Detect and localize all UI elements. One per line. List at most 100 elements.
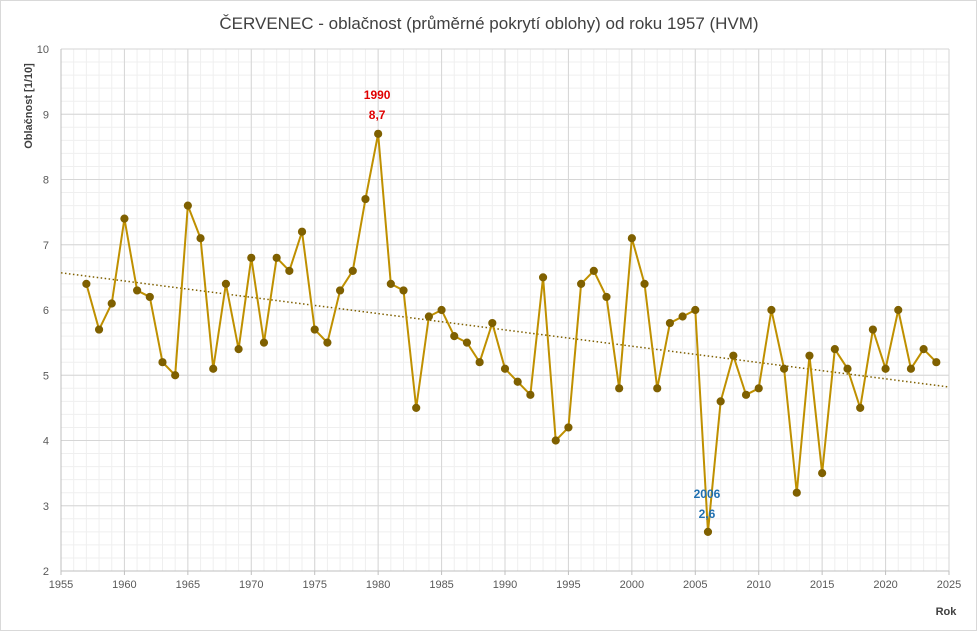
data-point: [830, 345, 839, 354]
data-point: [538, 273, 548, 282]
x-tick-label: 2025: [937, 579, 961, 591]
x-tick-label: 2005: [683, 579, 707, 591]
data-point: [158, 358, 167, 367]
data-point: [285, 266, 294, 275]
data-point: [107, 299, 116, 308]
data-point: [386, 279, 395, 288]
chart-title: ČERVENEC - oblačnost (průměrné pokrytí o…: [219, 14, 758, 33]
data-point: [475, 358, 484, 367]
annotation-value: 8,7: [369, 108, 386, 122]
y-tick-label: 2: [43, 566, 49, 578]
data-point: [310, 325, 319, 334]
data-point: [145, 292, 154, 302]
x-tick-label: 1960: [112, 579, 136, 591]
x-tick-label: 1965: [176, 579, 200, 591]
y-tick-label: 10: [37, 44, 49, 56]
data-point: [424, 312, 433, 321]
data-point: [259, 338, 269, 347]
x-axis-title: Rok: [936, 606, 958, 618]
grid: [60, 48, 950, 572]
data-point: [640, 279, 649, 288]
trendline: [60, 272, 950, 388]
data-point: [703, 527, 713, 536]
data-point: [247, 253, 256, 262]
data-point: [348, 266, 357, 275]
x-tick-label: 1980: [366, 579, 390, 591]
data-point: [171, 371, 180, 380]
series: [82, 129, 941, 536]
data-point: [133, 286, 142, 295]
data-point: [120, 214, 129, 223]
data-point: [323, 338, 332, 347]
data-point: [665, 318, 675, 328]
x-tick-label: 2020: [873, 579, 897, 591]
x-tick-label: 1975: [302, 579, 326, 591]
data-point: [374, 129, 383, 138]
data-point: [691, 305, 700, 315]
data-point: [856, 403, 865, 412]
data-point: [564, 423, 573, 432]
data-point: [741, 390, 751, 399]
x-tick-label: 2010: [746, 579, 770, 591]
data-point: [551, 436, 560, 445]
data-point: [513, 377, 522, 386]
x-tick-label: 1995: [556, 579, 580, 591]
y-tick-label: 5: [43, 370, 49, 382]
y-axis-title: Oblačnost [1/10]: [23, 63, 35, 149]
data-point: [196, 234, 205, 243]
data-point: [412, 403, 421, 412]
data-point: [843, 364, 852, 373]
data-point: [678, 312, 687, 321]
data-point: [462, 338, 472, 347]
data-point: [82, 279, 91, 288]
data-point: [221, 279, 231, 288]
x-tick-label: 1990: [493, 579, 517, 591]
y-tick-label: 8: [43, 175, 49, 187]
data-point: [577, 279, 586, 288]
data-point: [183, 201, 192, 210]
series-line: [85, 132, 938, 533]
x-tick-label: 1955: [49, 579, 73, 591]
x-tick-label: 1970: [239, 579, 263, 591]
data-point: [589, 266, 598, 275]
y-tick-label: 6: [43, 305, 49, 317]
data-point: [361, 194, 370, 204]
data-point: [627, 234, 636, 243]
data-point: [500, 364, 510, 373]
data-point: [335, 286, 345, 295]
data-point: [792, 488, 801, 497]
linear-trendline: [60, 272, 950, 388]
y-tick-label: 9: [43, 109, 49, 121]
data-point: [906, 364, 916, 373]
data-point: [818, 469, 827, 478]
data-point: [868, 325, 877, 334]
data-point: [450, 332, 459, 341]
data-point: [209, 364, 218, 373]
data-point: [805, 351, 814, 360]
x-tick-label: 1985: [429, 579, 453, 591]
data-point: [779, 364, 789, 373]
data-point: [602, 292, 611, 302]
annotations: 1990 8,7 2006 2,6: [364, 88, 721, 521]
data-point: [716, 397, 725, 406]
data-point: [919, 345, 928, 354]
data-point: [754, 384, 763, 393]
x-tick-label: 2015: [810, 579, 834, 591]
data-point: [234, 345, 243, 354]
annotation-year: 1990: [364, 88, 391, 102]
y-tick-label: 3: [43, 501, 49, 513]
x-tick-label: 2000: [620, 579, 644, 591]
y-tick-label: 7: [43, 240, 49, 252]
data-point: [894, 305, 903, 315]
data-point: [881, 364, 890, 373]
data-point: [932, 358, 941, 367]
annotation-value: 2,6: [699, 507, 716, 521]
annotation-year: 2006: [694, 487, 721, 501]
data-point: [94, 325, 104, 334]
data-point: [437, 305, 446, 315]
data-point: [767, 305, 776, 315]
data-point: [729, 351, 738, 360]
data-point: [615, 384, 624, 393]
